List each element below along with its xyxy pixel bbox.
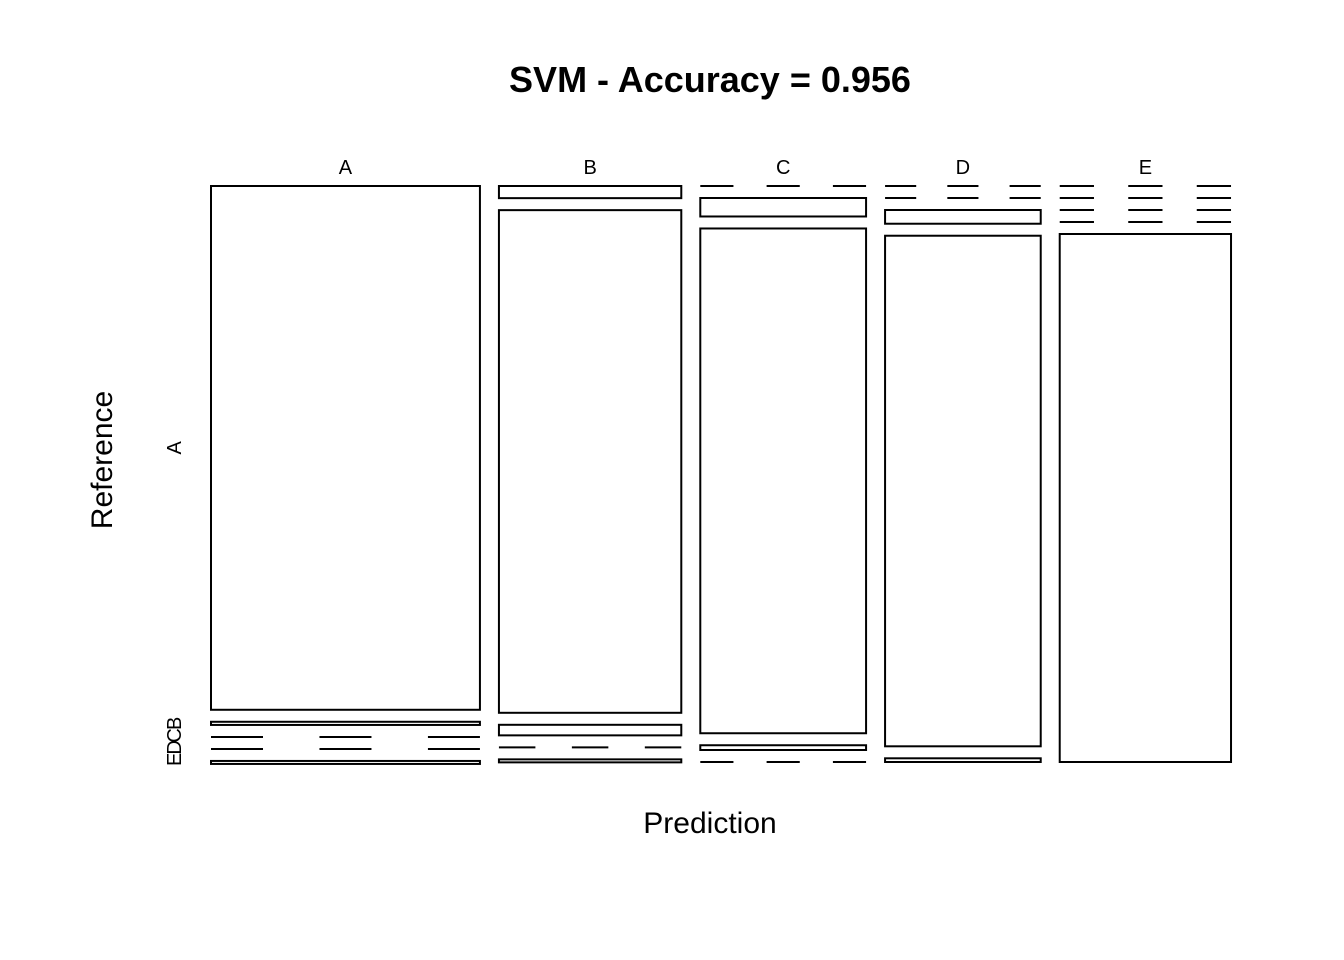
cell-pred-a-ref-a xyxy=(210,185,481,711)
cell-pred-c-ref-d xyxy=(699,744,868,751)
y-tick-label-e: E xyxy=(164,753,186,766)
x-tick-labels: A B C D E xyxy=(339,157,1152,179)
chart-title: SVM - Accuracy = 0.956 xyxy=(509,59,911,100)
x-axis-label: Prediction xyxy=(643,807,776,840)
cell-pred-d-ref-e xyxy=(884,757,1042,764)
x-tick-label-b: B xyxy=(583,157,596,179)
cell-pred-d-ref-d xyxy=(884,234,1042,748)
cell-pred-b-ref-e xyxy=(497,758,683,764)
y-axis-label: Reference xyxy=(86,391,119,529)
y-tick-label-d: D xyxy=(164,740,186,754)
y-tick-label-a: A xyxy=(164,441,186,455)
cell-pred-b-ref-a xyxy=(497,185,683,200)
mosaic-cells xyxy=(210,185,1233,765)
cell-pred-c-ref-c xyxy=(699,227,868,735)
x-tick-label-e: E xyxy=(1139,157,1152,179)
cell-pred-b-ref-b xyxy=(497,209,683,714)
cell-pred-c-ref-b xyxy=(699,197,868,218)
y-tick-label-b: B xyxy=(164,717,186,730)
cell-pred-d-ref-c xyxy=(884,209,1042,225)
cell-pred-a-ref-b xyxy=(210,720,481,726)
x-tick-label-c: C xyxy=(776,157,790,179)
cell-pred-e-ref-e xyxy=(1058,233,1233,763)
cell-pred-a-ref-e xyxy=(210,759,481,765)
y-tick-label-c: C xyxy=(164,728,186,742)
x-tick-label-d: D xyxy=(956,157,970,179)
cell-pred-b-ref-c xyxy=(497,723,683,737)
x-tick-label-a: A xyxy=(339,157,353,179)
